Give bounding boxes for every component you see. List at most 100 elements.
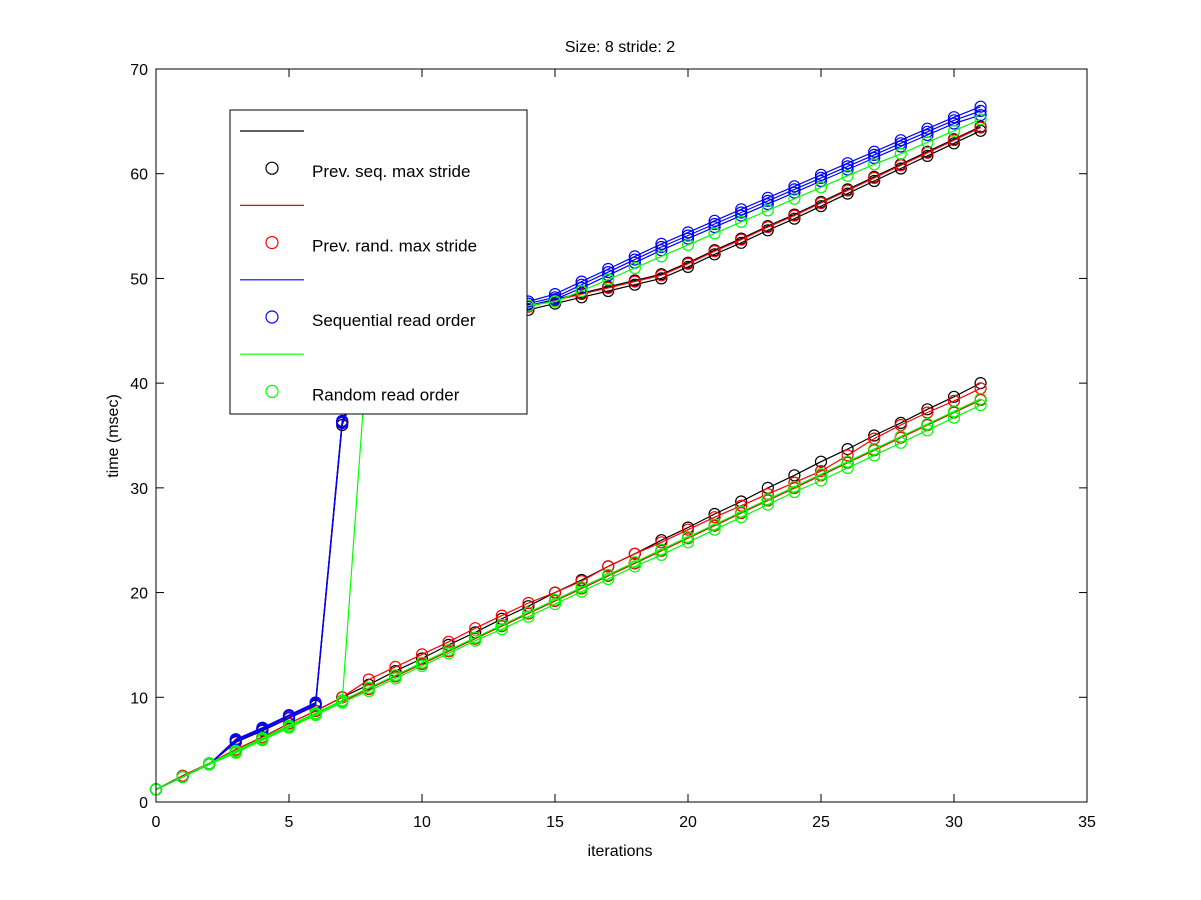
axes: 0 5 10 15 20 25 30 35 0 10 20 30 40 50 60 70: [130, 62, 1096, 831]
data-point: [655, 269, 668, 282]
data-point: [389, 669, 402, 682]
data-point: [974, 399, 987, 412]
x-tick-label: 30: [945, 814, 963, 831]
data-point: [708, 214, 721, 227]
data-point: [602, 281, 615, 294]
data-point: [868, 171, 881, 184]
data-point: [894, 430, 907, 443]
data-point: [681, 523, 695, 536]
x-tick-label: 0: [152, 814, 161, 831]
data-point: [814, 455, 828, 468]
legend-marker-swatch: [265, 161, 279, 175]
data-point: [974, 113, 987, 126]
data-point: [469, 622, 482, 635]
data-point: [788, 186, 801, 199]
data-point: [282, 712, 296, 725]
data-point: [735, 203, 748, 216]
y-tick-label: 10: [130, 690, 148, 707]
data-point: [415, 656, 429, 669]
data-point: [655, 272, 668, 285]
data-point: [894, 134, 907, 147]
data-point: [681, 229, 695, 242]
data-point: [681, 257, 695, 270]
data-point: [841, 449, 854, 462]
data-point: [575, 291, 588, 304]
y-tick-label: 50: [130, 271, 148, 288]
legend-entry: Prev. rand. max stride: [265, 236, 477, 256]
data-point: [229, 745, 242, 758]
series-line: [155, 118, 981, 790]
legend-label: Prev. rand. max stride: [312, 237, 477, 256]
data-point: [495, 623, 508, 636]
data-point: [788, 209, 801, 222]
series-line: [155, 404, 981, 790]
data-point: [947, 390, 961, 403]
data-point: [841, 169, 854, 182]
x-tick-label: 5: [285, 814, 294, 831]
data-point: [921, 136, 934, 149]
data-point: [921, 128, 934, 142]
data-point: [602, 560, 615, 573]
data-point: [814, 174, 828, 188]
legend: Prev. seq. max stride Prev. rand. max str…: [229, 109, 528, 415]
axes-box: [155, 68, 1088, 803]
series-12: [149, 113, 987, 796]
data-point: [203, 758, 216, 771]
data-point: [681, 260, 695, 273]
y-tick-label: 70: [130, 62, 148, 79]
data-point: [735, 233, 748, 246]
data-point: [841, 163, 854, 176]
data-point: [708, 511, 721, 524]
data-point: [788, 183, 801, 196]
data-point: [655, 543, 668, 556]
legend-marker-swatch: [265, 384, 279, 398]
data-point: [256, 733, 269, 746]
data-point: [814, 474, 828, 487]
data-point: [628, 556, 641, 569]
data-point: [655, 536, 668, 549]
data-point: [655, 250, 668, 263]
data-point: [841, 461, 854, 475]
data-point: [522, 610, 535, 623]
data-point: [761, 194, 774, 207]
data-point: [921, 122, 934, 135]
y-tick-label: 40: [130, 376, 148, 393]
data-point: [708, 245, 721, 258]
data-point: [761, 204, 774, 217]
data-point: [522, 596, 535, 610]
data-point: [602, 572, 615, 586]
x-tick-label: 25: [812, 814, 830, 831]
data-point: [788, 476, 801, 489]
data-point: [628, 261, 641, 275]
data-point: [841, 160, 854, 173]
data-point: [921, 424, 934, 437]
data-point: [788, 212, 801, 225]
data-point: [602, 568, 615, 581]
data-point: [947, 411, 961, 424]
data-point: [761, 198, 774, 211]
data-point: [947, 124, 961, 137]
data-point: [894, 436, 907, 449]
legend-entry: Random read order: [265, 384, 460, 404]
data-point: [761, 191, 774, 204]
data-point: [894, 147, 907, 160]
legend-box: [229, 109, 528, 415]
data-point: [548, 295, 562, 308]
data-point: [735, 215, 748, 228]
y-tick-label: 0: [139, 795, 148, 812]
y-axis-label: time (msec): [105, 394, 122, 478]
x-tick-label: 15: [546, 814, 564, 831]
data-point: [495, 618, 508, 632]
data-point: [814, 171, 828, 184]
data-point: [362, 681, 375, 695]
data-point: [814, 181, 828, 194]
chart-title: Size: 8 stride: 2: [565, 39, 675, 56]
data-point: [575, 284, 588, 298]
y-tick-label: 30: [130, 481, 148, 498]
data-point: [894, 140, 907, 153]
data-point: [628, 547, 641, 560]
data-point: [309, 707, 322, 721]
data-point: [868, 449, 881, 462]
